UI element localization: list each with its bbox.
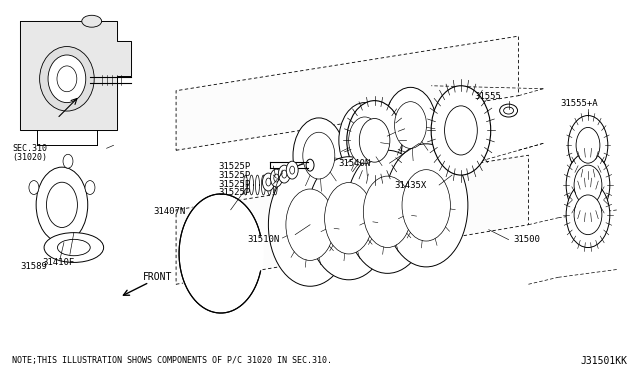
Ellipse shape xyxy=(349,117,381,164)
Ellipse shape xyxy=(58,239,90,256)
Text: 31435X: 31435X xyxy=(394,180,427,189)
Ellipse shape xyxy=(574,195,602,235)
Text: SEC.310: SEC.310 xyxy=(12,144,47,153)
Ellipse shape xyxy=(339,103,390,178)
Ellipse shape xyxy=(303,132,335,179)
Ellipse shape xyxy=(566,182,610,247)
Ellipse shape xyxy=(48,55,86,103)
Ellipse shape xyxy=(36,167,88,243)
Text: 31555+A: 31555+A xyxy=(560,99,598,108)
Polygon shape xyxy=(176,155,529,284)
Ellipse shape xyxy=(364,176,412,247)
Ellipse shape xyxy=(293,118,344,193)
Text: 31525P: 31525P xyxy=(219,171,251,180)
Polygon shape xyxy=(176,36,518,150)
Text: 31510N: 31510N xyxy=(248,235,280,244)
Ellipse shape xyxy=(290,166,294,174)
Ellipse shape xyxy=(266,178,271,186)
Ellipse shape xyxy=(179,194,262,313)
Ellipse shape xyxy=(504,107,513,114)
Ellipse shape xyxy=(278,165,290,183)
Text: 31525P: 31525P xyxy=(219,189,251,198)
Ellipse shape xyxy=(63,154,73,168)
Text: J31501KK: J31501KK xyxy=(580,356,628,366)
Ellipse shape xyxy=(568,116,608,175)
Ellipse shape xyxy=(402,170,451,241)
Ellipse shape xyxy=(324,183,373,254)
Ellipse shape xyxy=(359,119,390,162)
Ellipse shape xyxy=(63,241,73,256)
Ellipse shape xyxy=(282,170,287,178)
Text: 31589: 31589 xyxy=(20,262,47,271)
Ellipse shape xyxy=(385,87,436,163)
Text: NOTE;THIS ILLUSTRATION SHOWS COMPONENTS OF P/C 31020 IN SEC.310.: NOTE;THIS ILLUSTRATION SHOWS COMPONENTS … xyxy=(12,356,332,365)
Text: 31407N: 31407N xyxy=(153,207,186,216)
Ellipse shape xyxy=(40,46,94,111)
Ellipse shape xyxy=(347,101,403,180)
Ellipse shape xyxy=(346,150,429,273)
Ellipse shape xyxy=(385,144,468,267)
Ellipse shape xyxy=(394,102,426,148)
Text: 31410F: 31410F xyxy=(42,258,74,267)
Text: 31525P: 31525P xyxy=(219,162,251,171)
Ellipse shape xyxy=(307,157,390,280)
Polygon shape xyxy=(20,21,131,131)
Ellipse shape xyxy=(262,173,275,191)
Ellipse shape xyxy=(29,180,39,195)
Text: 31555: 31555 xyxy=(475,92,502,101)
Ellipse shape xyxy=(44,232,104,262)
Text: (31020): (31020) xyxy=(12,153,47,162)
Ellipse shape xyxy=(85,180,95,195)
Ellipse shape xyxy=(286,189,334,260)
Ellipse shape xyxy=(286,161,298,179)
Text: FRONT: FRONT xyxy=(143,272,173,282)
Ellipse shape xyxy=(576,128,600,163)
Ellipse shape xyxy=(274,174,279,182)
Ellipse shape xyxy=(82,15,102,27)
Ellipse shape xyxy=(431,86,491,175)
Ellipse shape xyxy=(47,182,77,228)
Text: 31500: 31500 xyxy=(513,235,540,244)
Ellipse shape xyxy=(566,152,610,218)
Ellipse shape xyxy=(574,165,602,205)
Text: 31525P: 31525P xyxy=(219,180,251,189)
Ellipse shape xyxy=(268,163,352,286)
Ellipse shape xyxy=(270,169,282,187)
Ellipse shape xyxy=(500,104,518,117)
Ellipse shape xyxy=(57,66,77,92)
Ellipse shape xyxy=(306,159,314,171)
Ellipse shape xyxy=(445,106,477,155)
Text: 31540N: 31540N xyxy=(338,159,370,168)
